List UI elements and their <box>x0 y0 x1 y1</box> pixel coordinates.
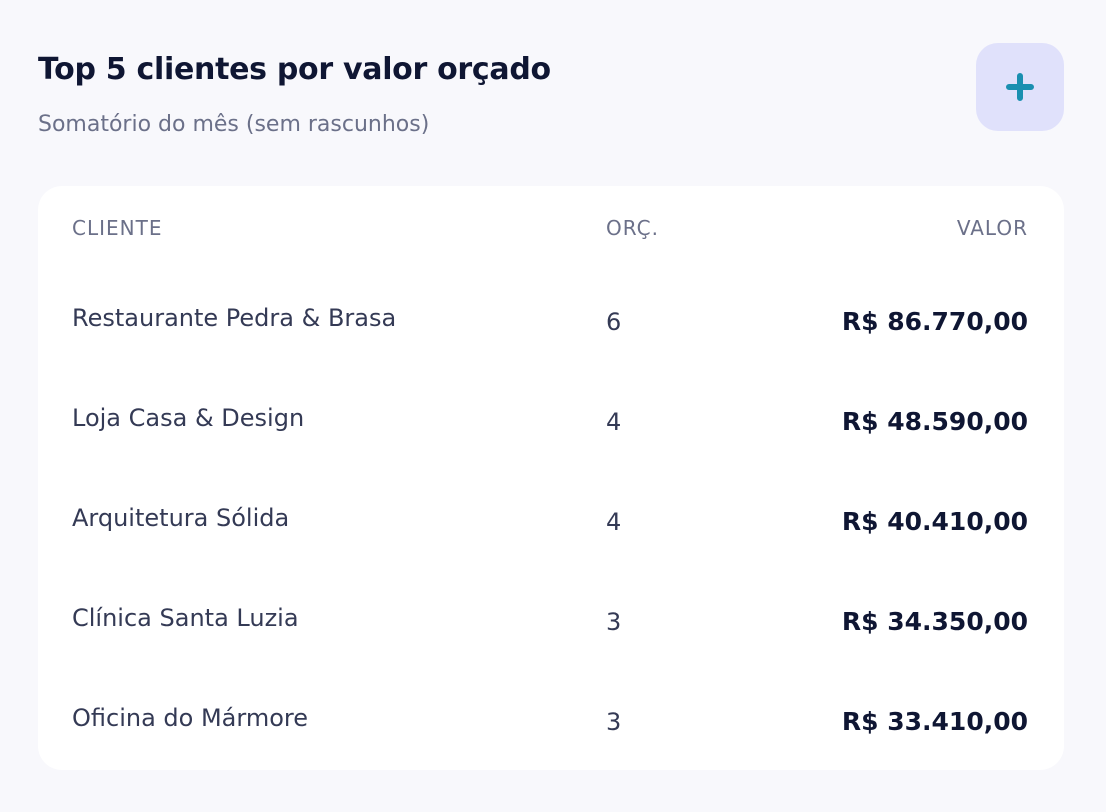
value: R$ 40.410,00 <box>841 507 1028 536</box>
value: R$ 86.770,00 <box>841 307 1028 336</box>
column-header: ORÇ. <box>606 216 659 240</box>
table-row: Clínica Santa Luzia 3 R$ 34.350,00 <box>72 598 1028 638</box>
client-name: Restaurante Pedra & Brasa <box>72 304 397 332</box>
quote-count: 4 <box>606 508 622 536</box>
value: R$ 34.350,00 <box>841 607 1028 636</box>
quote-count: 6 <box>606 308 622 336</box>
add-button[interactable] <box>976 43 1064 131</box>
value: R$ 48.590,00 <box>841 407 1028 436</box>
client-name: Arquitetura Sólida <box>72 504 290 532</box>
quote-count: 3 <box>606 608 622 636</box>
client-name: Loja Casa & Design <box>72 404 305 432</box>
client-name: Clínica Santa Luzia <box>72 604 299 632</box>
table-row: Arquitetura Sólida 4 R$ 40.410,00 <box>72 498 1028 538</box>
subtitle: Somatório do mês (sem rascunhos) <box>38 112 430 137</box>
column-header: CLIENTE <box>72 216 163 240</box>
plus-icon <box>1006 73 1034 101</box>
column-header: VALOR <box>956 216 1028 240</box>
client-name: Oficina do Mármore <box>72 704 308 732</box>
table-row: Oficina do Mármore 3 R$ 33.410,00 <box>72 698 1028 738</box>
quote-count: 3 <box>606 708 622 736</box>
table-header: CLIENTE ORÇ. VALOR <box>72 208 1028 248</box>
table-row: Restaurante Pedra & Brasa 6 R$ 86.770,00 <box>72 298 1028 338</box>
table-row: Loja Casa & Design 4 R$ 48.590,00 <box>72 398 1028 438</box>
title: Top 5 clientes por valor orçado <box>38 52 551 87</box>
quote-count: 4 <box>606 408 622 436</box>
table-card: CLIENTE ORÇ. VALOR Restaurante Pedra & B… <box>38 186 1064 770</box>
value: R$ 33.410,00 <box>841 707 1028 736</box>
